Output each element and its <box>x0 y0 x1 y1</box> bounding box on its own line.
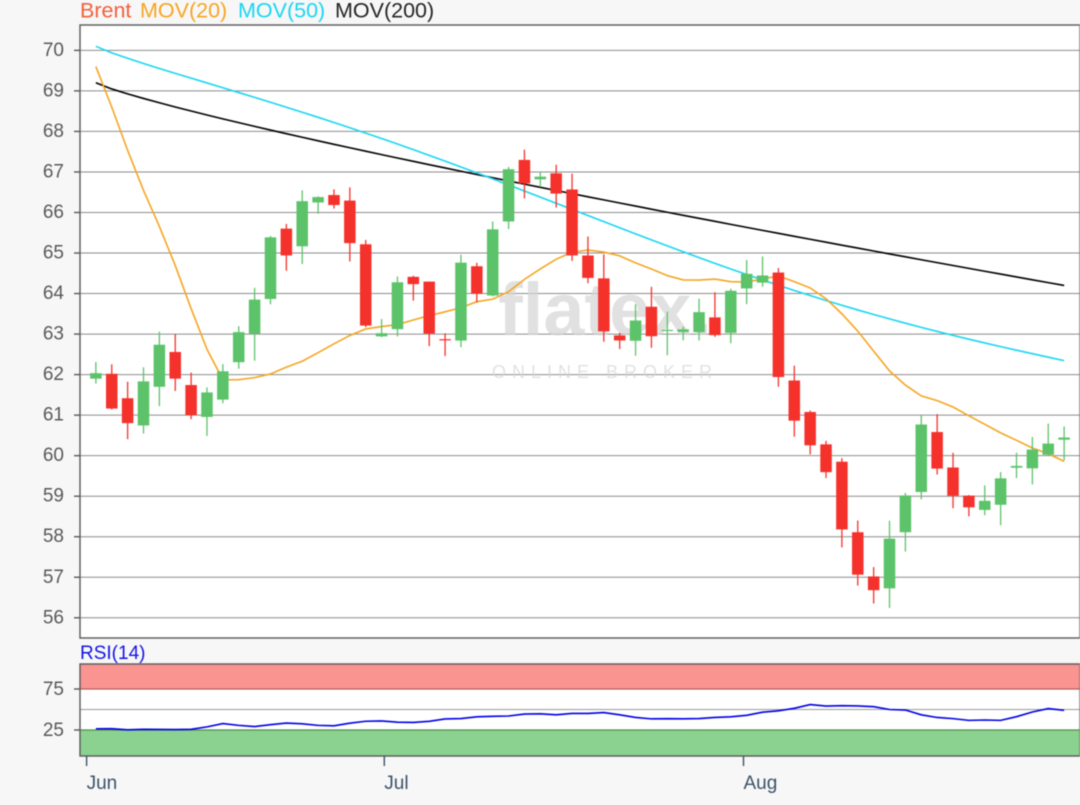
svg-text:MOV(20): MOV(20) <box>140 0 227 23</box>
svg-text:57: 57 <box>43 567 64 588</box>
svg-text:Jul: Jul <box>384 773 408 794</box>
svg-text:ONLINE BROKER: ONLINE BROKER <box>492 362 718 382</box>
svg-text:63: 63 <box>43 324 64 345</box>
svg-text:68: 68 <box>43 121 64 142</box>
svg-text:56: 56 <box>43 607 64 628</box>
svg-text:Jun: Jun <box>87 773 118 794</box>
svg-text:59: 59 <box>43 486 64 507</box>
svg-text:Brent: Brent <box>80 0 131 23</box>
svg-text:64: 64 <box>43 283 65 304</box>
svg-text:67: 67 <box>43 161 64 182</box>
svg-text:75: 75 <box>43 679 64 700</box>
svg-text:RSI(14): RSI(14) <box>80 643 145 664</box>
svg-text:MOV(50): MOV(50) <box>238 0 325 23</box>
svg-text:25: 25 <box>43 720 64 741</box>
svg-text:MOV(200): MOV(200) <box>335 0 434 23</box>
svg-text:70: 70 <box>43 40 64 61</box>
svg-text:66: 66 <box>43 202 64 223</box>
svg-text:65: 65 <box>43 243 64 264</box>
svg-text:Aug: Aug <box>744 773 778 794</box>
svg-text:58: 58 <box>43 526 64 547</box>
svg-text:61: 61 <box>43 405 64 426</box>
svg-text:69: 69 <box>43 80 64 101</box>
svg-text:62: 62 <box>43 364 64 385</box>
svg-text:60: 60 <box>43 445 64 466</box>
